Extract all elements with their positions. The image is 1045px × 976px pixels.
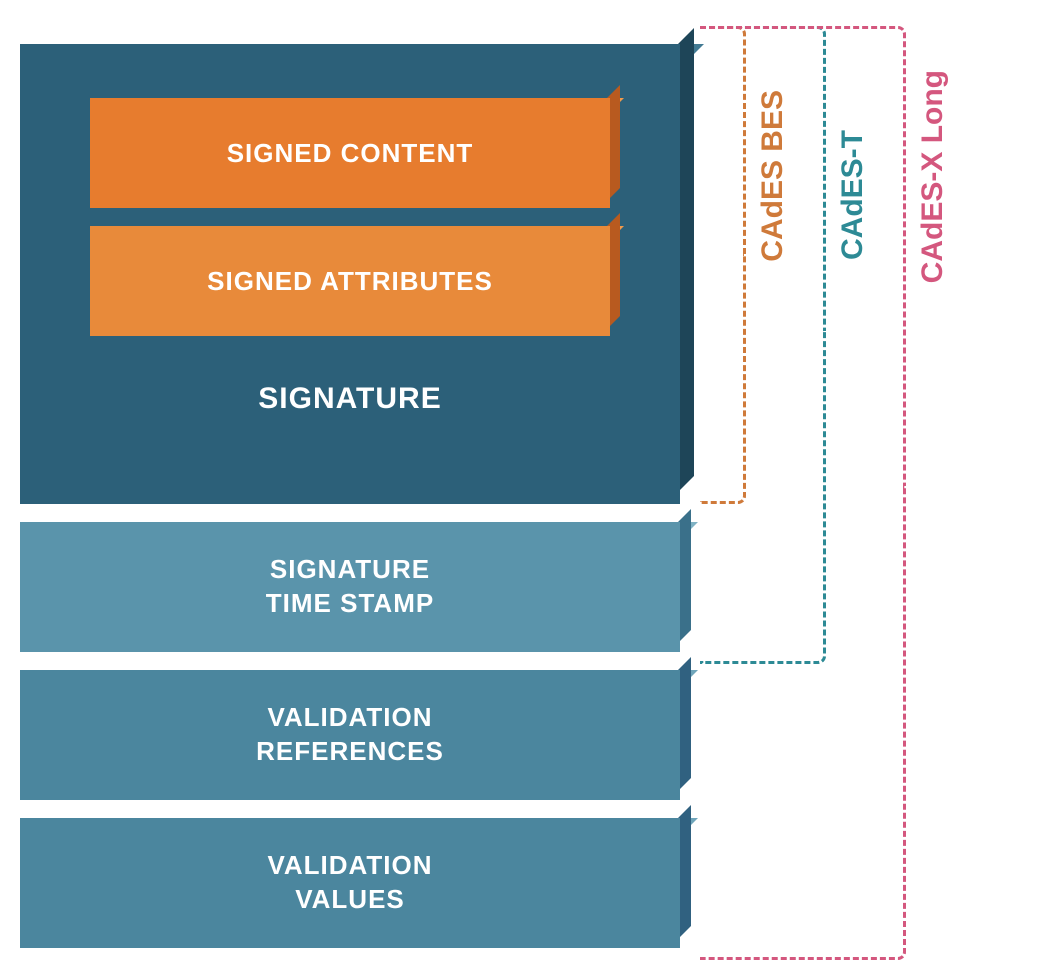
signature-inner-wrap: SIGNED CONTENT SIGNED ATTRIBUTES	[90, 84, 610, 354]
bracket-cades-xlong-top	[700, 26, 906, 486]
signature-timestamp-line2: TIME STAMP	[266, 587, 434, 621]
cades-structure-diagram: SIGNED CONTENT SIGNED ATTRIBUTES SIGNATU…	[20, 20, 680, 956]
signed-attributes-label: SIGNED ATTRIBUTES	[90, 226, 610, 336]
signed-content-block: SIGNED CONTENT	[90, 98, 610, 208]
validation-references-block: VALIDATION REFERENCES	[20, 670, 680, 800]
signature-block-front: SIGNED CONTENT SIGNED ATTRIBUTES SIGNATU…	[20, 44, 680, 504]
signature-label: SIGNATURE	[258, 382, 441, 416]
validation-references-front: VALIDATION REFERENCES	[20, 670, 680, 800]
signature-timestamp-line1: SIGNATURE	[270, 553, 430, 587]
signature-timestamp-front: SIGNATURE TIME STAMP	[20, 522, 680, 652]
bracket-cades-xlong-label: CAdES-X Long	[916, 70, 950, 283]
validation-values-line2: VALUES	[295, 883, 405, 917]
bracket-cades-xlong-bottom	[700, 486, 906, 960]
signature-block: SIGNED CONTENT SIGNED ATTRIBUTES SIGNATU…	[20, 44, 680, 504]
signed-attributes-block: SIGNED ATTRIBUTES	[90, 226, 610, 336]
validation-values-front: VALIDATION VALUES	[20, 818, 680, 948]
signed-content-label: SIGNED CONTENT	[90, 98, 610, 208]
validation-references-line1: VALIDATION	[267, 701, 432, 735]
validation-values-block: VALIDATION VALUES	[20, 818, 680, 948]
validation-values-line1: VALIDATION	[267, 849, 432, 883]
validation-references-line2: REFERENCES	[256, 735, 444, 769]
signature-timestamp-block: SIGNATURE TIME STAMP	[20, 522, 680, 652]
